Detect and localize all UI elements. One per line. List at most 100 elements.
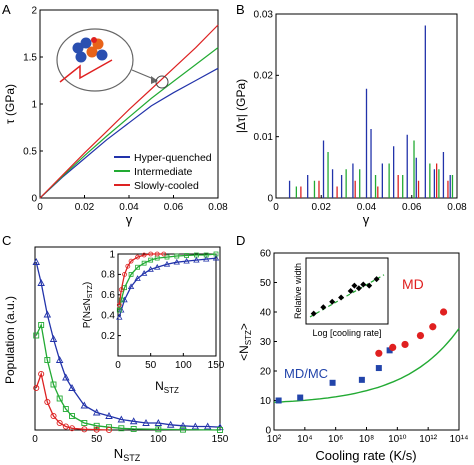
fit-line (35, 261, 221, 428)
y-tick-label: 40 (260, 307, 272, 318)
cdf-point (135, 254, 141, 260)
atom (80, 37, 92, 49)
data-point (55, 356, 64, 363)
atom (86, 46, 98, 58)
x-tick-label: 0 (115, 360, 121, 371)
data-point (38, 370, 45, 378)
y-tick-label: 10 (260, 396, 272, 407)
md-point (389, 343, 397, 351)
data-point (81, 426, 88, 433)
inset-width: Log [cooling rate] Relative width (293, 257, 389, 338)
data-point (43, 310, 52, 318)
mdmc-point (358, 376, 365, 383)
x-tick-label: 150 (208, 360, 225, 371)
inset-axis-label-x: Log [cooling rate] (312, 328, 381, 338)
cdf-point (122, 285, 127, 291)
md-point (375, 349, 383, 357)
cdf-point (193, 256, 200, 263)
cdf-point (154, 251, 160, 257)
axis-label-x: γ (126, 212, 133, 227)
y-tick-label: 0 (265, 425, 271, 436)
data-point (217, 427, 223, 433)
cdf-point (212, 254, 220, 261)
x-tick-label: 10⁴ (297, 434, 312, 445)
data-point (32, 258, 40, 265)
cdf-point (161, 251, 167, 257)
x-tick-label: 50 (145, 360, 157, 371)
cdf-point (122, 271, 127, 277)
cdf-point (163, 260, 171, 267)
cdf-point (184, 253, 190, 258)
cdf-point (203, 255, 210, 262)
data-point (37, 279, 45, 286)
cdf-point (148, 257, 154, 263)
panel-label-d: D (236, 233, 245, 248)
cdf-point (128, 258, 134, 264)
data-point (166, 420, 175, 428)
cdf-point (173, 258, 180, 265)
data-point (93, 426, 100, 433)
y-tick-label: 0.6 (101, 290, 115, 301)
data-point (68, 425, 76, 432)
data-point (155, 426, 162, 433)
data-point (33, 332, 40, 339)
data-point (154, 419, 163, 426)
panel-a: 0 0.02 0.04 0.06 0.08 0 0.5 1 1.5 2 Hyper-quenche… (3, 5, 228, 227)
inset-cdf: 0 50 100 150 0.2 0.4 0.6 0.8 1 NSTZ P(N≤NSTZ) (82, 249, 225, 395)
fit-curve (273, 328, 460, 403)
data-point (80, 401, 89, 409)
data-point (50, 412, 57, 420)
inset-point (351, 282, 358, 289)
data-point (62, 373, 70, 381)
annotation-mdmc: MD/MC (284, 366, 328, 381)
data-point (62, 423, 69, 430)
data-point (44, 357, 51, 363)
data-point (105, 412, 113, 419)
legend-entry: Intermediate (134, 166, 193, 178)
axis-label-x: γ (363, 212, 370, 227)
cdf-point (174, 253, 180, 259)
cdf-point (141, 260, 147, 266)
legend-entry: Slowly-cooled (134, 180, 199, 192)
cdf-point (148, 251, 154, 257)
axis-label-x: NSTZ (114, 446, 141, 463)
data-point (62, 406, 69, 412)
panel-label-a: A (2, 2, 11, 17)
series-line (39, 47, 219, 199)
inset-point (355, 285, 362, 292)
inset-point (373, 276, 380, 283)
inset-axis-label-y: Relative width (293, 263, 303, 319)
inset-fit-line (309, 274, 385, 318)
y-tick-label: 1.5 (23, 52, 37, 63)
inset-point (310, 310, 317, 317)
atom (96, 49, 108, 61)
x-tick-label: 0.04 (119, 202, 139, 213)
data-point (44, 398, 51, 406)
data-point (93, 422, 100, 429)
atom (75, 51, 87, 63)
stress-drop-sketch (59, 59, 113, 83)
x-tick-label: 0.02 (312, 202, 332, 213)
x-tick-label: 10² (267, 434, 282, 445)
md-point (429, 323, 437, 331)
md-point (439, 308, 448, 316)
series-line (39, 67, 219, 199)
inset-point (329, 298, 336, 305)
cdf-point (140, 270, 148, 276)
axis-label-y: |Δτ| (GPa) (234, 79, 248, 133)
y-tick-label: 0.02 (254, 71, 274, 82)
zoom-circle (155, 75, 169, 89)
inset-point (338, 294, 345, 301)
y-tick-label: 0 (267, 193, 273, 204)
cdf-point (213, 251, 219, 257)
data-point (33, 384, 40, 392)
md-point (401, 340, 409, 349)
axis-label-y: Population (a.u.) (3, 296, 17, 384)
data-point (130, 426, 137, 432)
data-point (191, 422, 200, 430)
cdf-point (193, 252, 199, 258)
cdf-point (116, 313, 123, 320)
y-tick-label: 0 (31, 193, 37, 204)
y-tick-label: 0.4 (101, 311, 115, 322)
inset-point (320, 304, 327, 311)
